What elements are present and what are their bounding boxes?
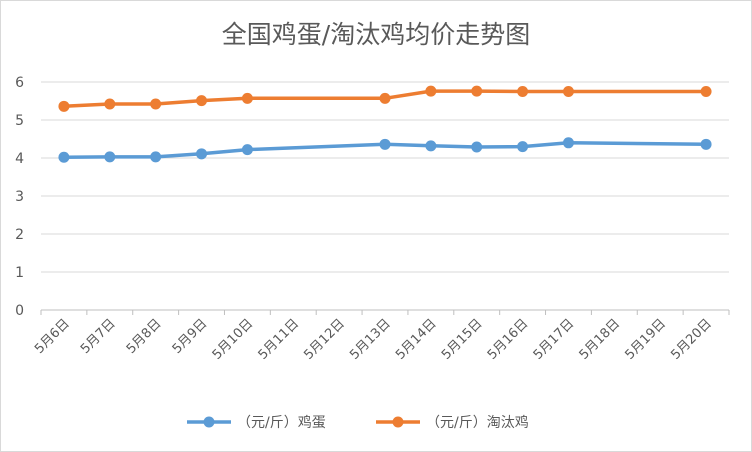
data-point [379,92,391,104]
y-tick-label: 5 [15,113,24,129]
data-point [58,100,70,112]
x-tick-label: 5月8日 [124,316,165,357]
legend-marker [392,416,404,428]
data-point [471,141,483,153]
data-point [241,144,253,156]
x-tick-label: 5月7日 [78,316,119,357]
data-point [562,137,574,149]
data-point [104,151,116,163]
y-tick-label: 6 [15,75,24,91]
data-point [471,85,483,97]
legend-label: （元/斤）淘汰鸡 [426,414,529,431]
y-tick-label: 2 [15,227,24,243]
data-point [700,138,712,150]
x-tick-label: 5月12日 [301,316,348,363]
y-tick-label: 1 [15,265,24,281]
y-tick-label: 4 [15,151,24,167]
data-point [196,95,208,107]
legend-label: （元/斤）鸡蛋 [237,414,326,431]
x-tick-label: 5月10日 [210,316,257,363]
data-point [517,86,529,97]
x-tick-label: 5月16日 [485,316,532,363]
y-tick-label: 3 [15,189,24,205]
x-tick-label: 5月15日 [439,316,486,363]
chart-title: 全国鸡蛋/淘汰鸡均价走势图 [221,20,531,49]
x-tick-label: 5月17日 [531,316,578,363]
data-point [104,98,116,110]
data-point [425,140,437,152]
data-point [517,141,529,153]
x-tick-label: 5月20日 [668,316,715,363]
data-point [58,151,70,163]
x-tick-label: 5月11日 [256,316,303,363]
data-point [150,151,162,163]
data-point [700,86,712,97]
x-tick-label: 5月9日 [170,316,211,357]
x-tick-label: 5月6日 [32,316,73,357]
x-tick-label: 5月14日 [393,316,440,363]
data-point [150,98,162,110]
x-tick-label: 5月13日 [347,316,394,363]
legend-marker [203,416,215,428]
data-point [562,86,574,97]
data-point [196,148,208,160]
data-point [425,85,437,97]
x-tick-label: 5月19日 [622,316,669,363]
y-tick-label: 0 [15,303,24,319]
x-tick-label: 5月18日 [577,316,624,363]
data-point [241,92,253,104]
data-point [379,138,391,150]
